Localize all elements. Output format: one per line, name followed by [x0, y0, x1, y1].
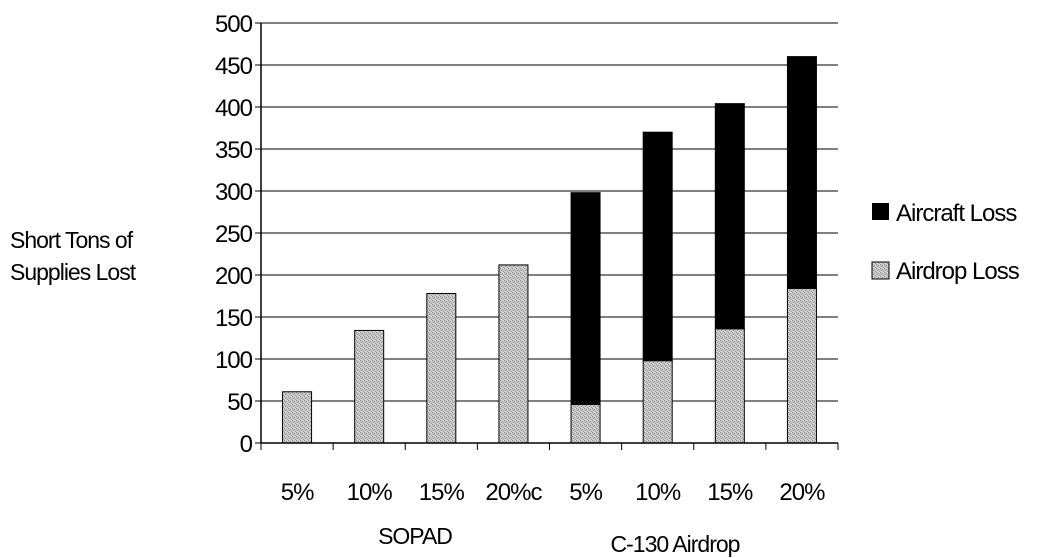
y-tick-label: 500	[215, 11, 253, 38]
bar-airdrop-loss-4	[570, 403, 601, 444]
bar-airdrop-loss-3	[498, 264, 529, 444]
y-tick-label: 0	[240, 431, 253, 458]
y-tick-label: 450	[215, 53, 253, 80]
bars	[282, 56, 817, 444]
y-tick-label: 400	[215, 95, 253, 122]
group-label: SOPAD	[378, 523, 452, 549]
legend-swatch-aircraft-loss	[872, 203, 889, 220]
group-labels: SOPAD C-130 Airdrop	[378, 523, 741, 557]
y-tick-label: 350	[215, 137, 253, 164]
y-axis-label-line-1: Short Tons of	[10, 227, 134, 253]
legend-label-aircraft-loss: Aircraft Loss	[896, 200, 1017, 227]
y-tick-label: 50	[227, 389, 252, 416]
x-tick-label: 15%	[419, 479, 465, 506]
bar-airdrop-loss-5	[642, 360, 673, 444]
y-axis-label-line-2: Supplies Lost	[10, 259, 137, 285]
bar-aircraft-loss-4	[570, 192, 601, 405]
bar-airdrop-loss-1	[354, 329, 385, 444]
x-tick-label: 10%	[635, 479, 681, 506]
y-tick-label: 300	[215, 179, 253, 206]
y-tick-label: 250	[215, 221, 253, 248]
y-tick-label: 200	[215, 263, 253, 290]
bar-aircraft-loss-7	[786, 56, 817, 289]
bar-aircraft-loss-5	[642, 131, 673, 362]
x-tick-labels: 5% 10% 15% 20%с 5% 10% 15% 20%	[281, 479, 826, 506]
bar-airdrop-loss-2	[426, 292, 457, 444]
axes	[255, 22, 839, 450]
legend-label-airdrop-loss: Airdrop Loss	[896, 258, 1020, 285]
bar-airdrop-loss-7	[786, 287, 817, 444]
y-tick-label: 150	[215, 305, 253, 332]
x-tick-label: 20%с	[485, 479, 542, 506]
y-tick-labels: 0 50 100 150 200 250 300 350 400 450 500	[215, 11, 254, 458]
y-tick-label: 100	[215, 347, 253, 374]
bar-aircraft-loss-6	[714, 103, 745, 330]
x-tick-label: 5%	[281, 479, 314, 506]
legend-swatch-airdrop-loss	[871, 261, 890, 280]
bar-airdrop-loss-0	[282, 391, 313, 444]
x-tick-label: 5%	[569, 479, 602, 506]
x-tick-label: 10%	[347, 479, 393, 506]
gridlines	[261, 22, 838, 402]
x-tick-label: 15%	[707, 479, 753, 506]
group-label: C-130 Airdrop	[611, 531, 740, 557]
bar-airdrop-loss-6	[714, 328, 745, 444]
x-tick-label: 20%	[779, 479, 825, 506]
legend: Aircraft Loss Airdrop Loss	[871, 200, 1021, 285]
